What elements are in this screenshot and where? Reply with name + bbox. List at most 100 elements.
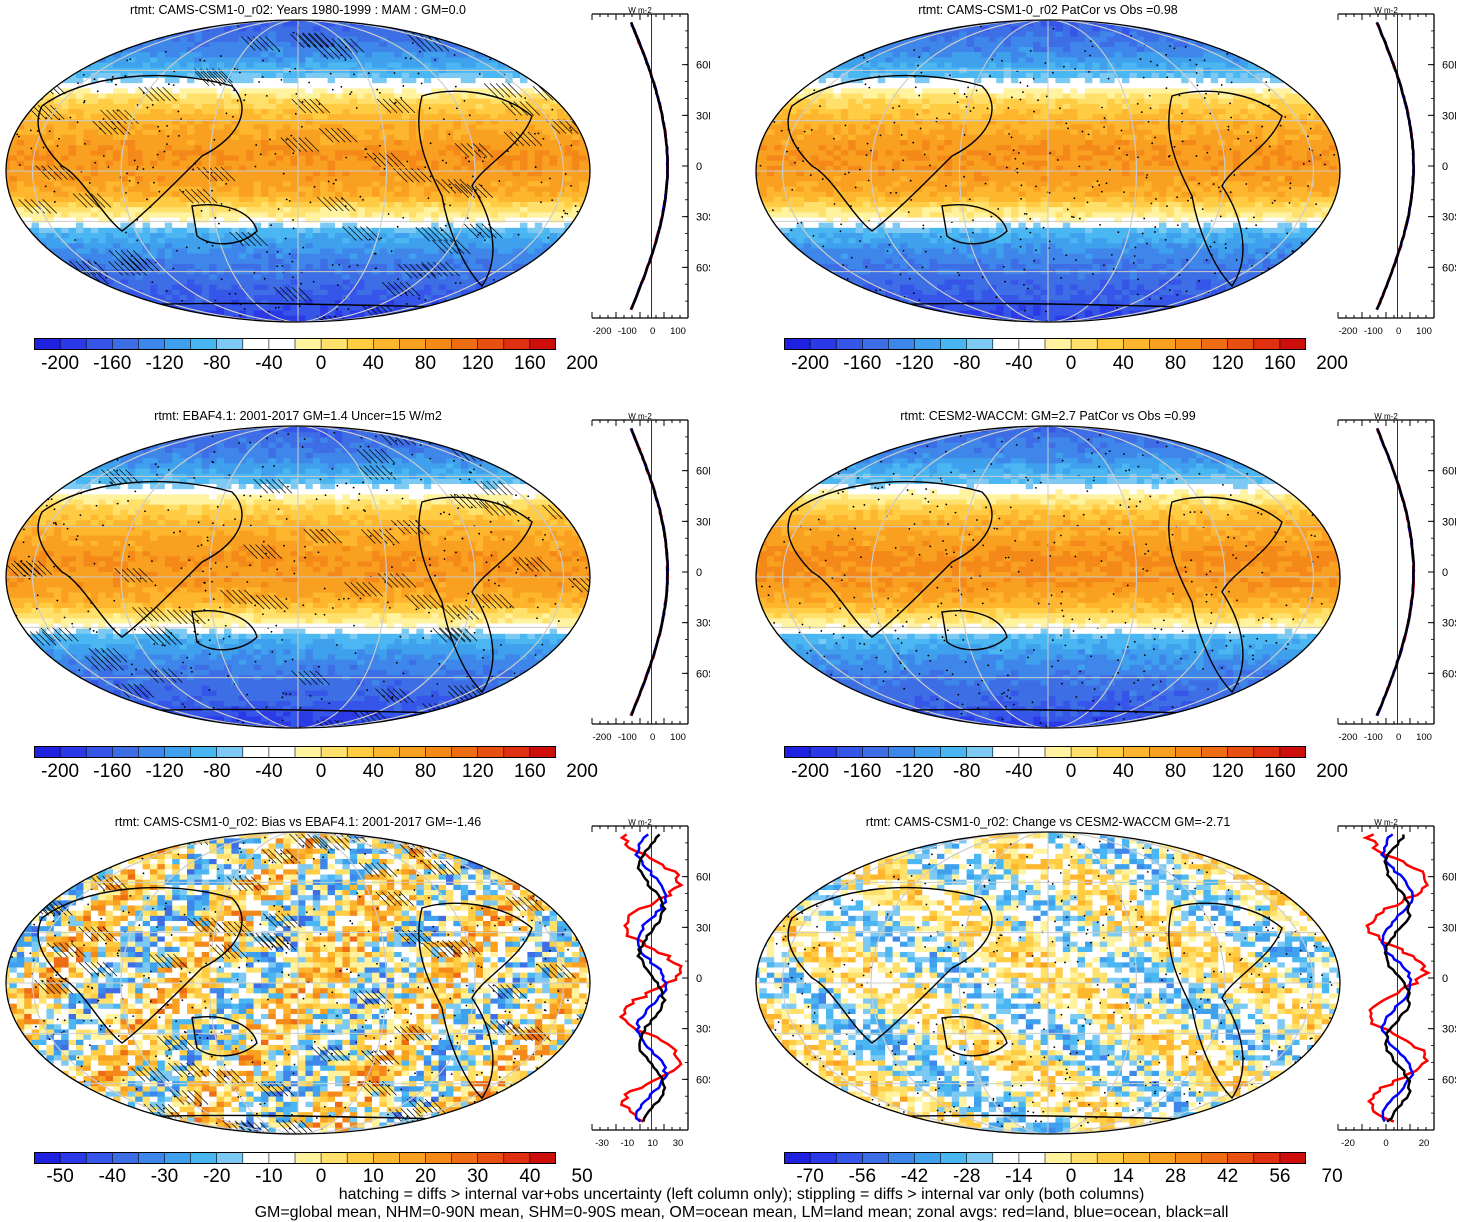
map-cell <box>2 140 10 146</box>
map-cell <box>365 207 373 213</box>
map-cell <box>446 145 454 151</box>
map-cell <box>372 42 380 48</box>
map-cell <box>261 202 269 208</box>
map-cell <box>483 130 491 136</box>
map-cell <box>572 21 580 27</box>
map-cell <box>520 223 528 229</box>
map-cell <box>379 264 387 270</box>
map-cell <box>357 78 365 84</box>
map-cell <box>557 300 565 306</box>
map-cell <box>83 21 91 27</box>
map-cell <box>498 16 506 22</box>
map-cell <box>468 243 476 249</box>
map-cell <box>9 259 17 265</box>
map-cell <box>180 274 188 280</box>
map-cell <box>461 171 469 177</box>
map-cell <box>476 32 484 38</box>
map-cell <box>224 94 232 100</box>
map-cell <box>135 305 143 311</box>
map-cell <box>305 233 313 239</box>
map-cell <box>17 63 25 69</box>
map-cell <box>150 140 158 146</box>
map-cell <box>157 212 165 218</box>
map-cell <box>231 32 239 38</box>
stipple-dot <box>147 107 149 109</box>
map-cell <box>113 243 121 249</box>
map-cell <box>527 21 535 27</box>
map-cell <box>239 218 247 224</box>
map-cell <box>476 125 484 131</box>
map-cell <box>557 57 565 63</box>
map-cell <box>527 68 535 74</box>
map-cell <box>305 249 313 255</box>
map-cell <box>402 37 410 43</box>
map-cell <box>416 78 424 84</box>
map-cell <box>409 259 417 265</box>
map-cell <box>365 130 373 136</box>
map-cell <box>9 233 17 239</box>
map-cell <box>305 187 313 193</box>
stipple-dot <box>515 311 517 313</box>
map-cell <box>9 321 17 326</box>
map-cell <box>328 233 336 239</box>
map-cell <box>9 88 17 94</box>
map-cell <box>542 32 550 38</box>
map-cell <box>572 73 580 79</box>
map-cell <box>453 197 461 203</box>
map-cell <box>564 63 572 69</box>
map-cell <box>313 125 321 131</box>
map-cell <box>572 197 580 203</box>
map-cell <box>572 99 580 105</box>
map-cell <box>246 181 254 187</box>
map-cell <box>194 150 202 156</box>
map-cell <box>513 187 521 193</box>
map-cell <box>365 42 373 48</box>
map-cell <box>61 130 69 136</box>
map-cell <box>268 212 276 218</box>
map-cell <box>69 192 77 198</box>
map-cell <box>17 280 25 286</box>
map-cell <box>283 228 291 234</box>
map-cell <box>165 218 173 224</box>
map-cell <box>194 285 202 291</box>
map-cell <box>557 223 565 229</box>
map-cell <box>320 295 328 301</box>
map-cell <box>527 145 535 151</box>
map-cell <box>424 21 432 27</box>
map-cell <box>194 181 202 187</box>
map-cell <box>535 274 543 280</box>
map-cell <box>69 228 77 234</box>
map-cell <box>424 285 432 291</box>
map-cell <box>165 280 173 286</box>
map-cell <box>9 181 17 187</box>
map-cell <box>76 285 84 291</box>
map-cell <box>320 212 328 218</box>
map-cell <box>120 218 128 224</box>
map-cell <box>261 181 269 187</box>
map-cell <box>24 94 32 100</box>
map-cell <box>328 63 336 69</box>
map-cell <box>128 187 136 193</box>
map-cell <box>490 47 498 53</box>
map-cell <box>572 140 580 146</box>
map-cell <box>291 233 299 239</box>
map-cell <box>335 161 343 167</box>
map-cell <box>143 150 151 156</box>
map-cell <box>46 26 54 32</box>
map-cell <box>39 26 47 32</box>
map-cell <box>113 21 121 27</box>
map-cell <box>61 156 69 162</box>
stipple-dot <box>26 52 28 54</box>
map-cell <box>298 161 306 167</box>
map-cell <box>276 150 284 156</box>
map-cell <box>98 321 106 326</box>
map-cell <box>2 233 10 239</box>
map-cell <box>254 99 262 105</box>
map-cell <box>69 42 77 48</box>
map-cell <box>209 321 217 326</box>
map-cell <box>24 161 32 167</box>
map-cell <box>461 104 469 110</box>
map-cell <box>483 26 491 32</box>
map-cell <box>135 321 143 326</box>
map-cell <box>291 238 299 244</box>
